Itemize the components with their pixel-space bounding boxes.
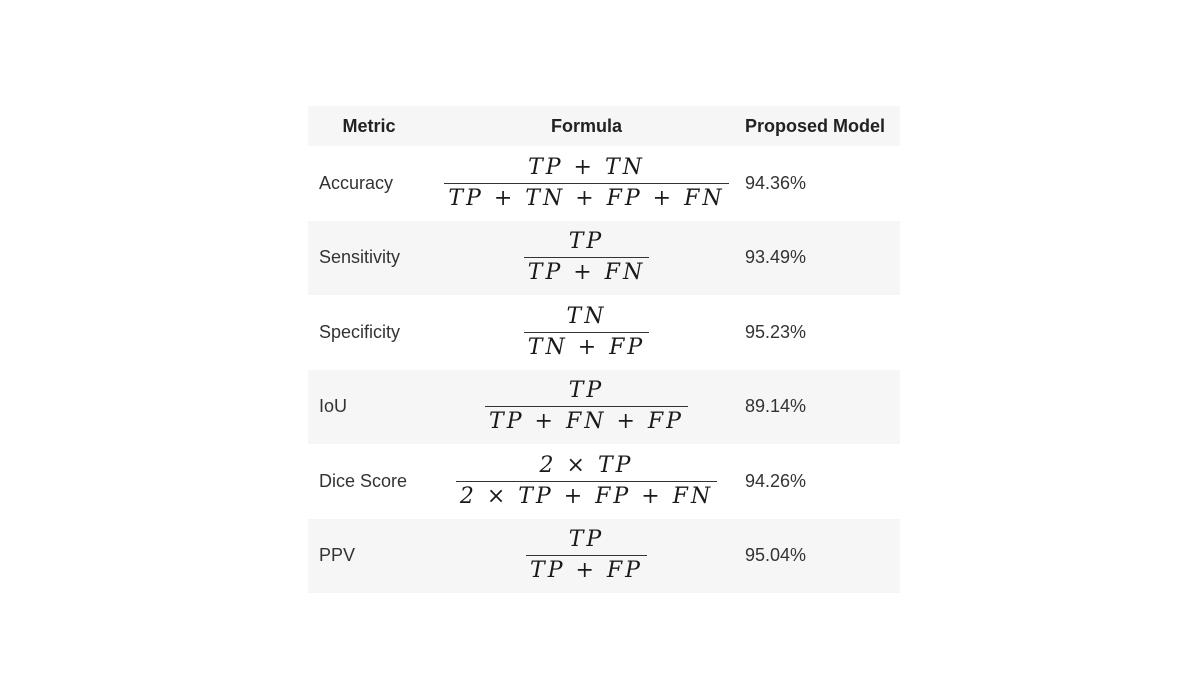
metric-value: 94.26% xyxy=(745,470,807,491)
fraction-bar xyxy=(485,406,688,408)
formula-fraction: TN TN + FP xyxy=(523,303,650,360)
metric-value: 89.14% xyxy=(745,396,807,417)
metric-value: 94.36% xyxy=(745,172,807,193)
fraction-bar xyxy=(523,257,650,259)
formula-denominator: TP + TN + FP + FN xyxy=(448,185,725,211)
metric-name: Specificity xyxy=(319,321,401,342)
metric-value: 95.23% xyxy=(745,321,807,342)
formula-fraction: TP + TN TP + TN + FP + FN xyxy=(444,154,729,211)
metric-value: 95.04% xyxy=(745,545,807,566)
formula-cell: TN TN + FP xyxy=(430,295,743,370)
fraction-bar xyxy=(523,331,650,333)
formula-denominator: TN + FP xyxy=(527,334,646,360)
formula-cell: 2 × TP 2 × TP + FP + FN xyxy=(430,444,743,519)
formula-fraction: 2 × TP 2 × TP + FP + FN xyxy=(455,452,718,509)
formula-denominator: TP + FN + FP xyxy=(489,409,684,435)
formula-cell: TP TP + FN xyxy=(430,221,743,296)
formula-fraction: TP TP + FP xyxy=(526,529,647,582)
formula-denominator: 2 × TP + FP + FN xyxy=(459,483,714,509)
metric-name: Dice Score xyxy=(319,470,408,491)
formula-numerator: TP xyxy=(568,527,605,553)
formula-cell: TP + TN TP + TN + FP + FN xyxy=(430,146,743,221)
table-row: IoU TP TP + FN + FP 89.14% xyxy=(308,369,900,445)
formula-denominator: TP + FP xyxy=(530,558,643,584)
table-row: Dice Score 2 × TP 2 × TP + FP + FN 94.26… xyxy=(308,444,900,519)
metric-name: PPV xyxy=(319,545,356,566)
metric-name: Accuracy xyxy=(319,172,394,193)
header-metric: Metric xyxy=(342,115,396,136)
formula-fraction: TP TP + FN xyxy=(523,229,650,286)
table-row: Sensitivity TP TP + FN 93.49% xyxy=(308,220,900,296)
formula-numerator: 2 × TP xyxy=(539,452,634,478)
table-header: Metric Formula Proposed Model xyxy=(308,106,900,146)
metric-name: Sensitivity xyxy=(319,247,401,268)
fraction-bar xyxy=(455,480,718,482)
table-row: PPV TP TP + FP 95.04% xyxy=(308,518,900,594)
formula-denominator: TP + FN xyxy=(527,260,646,286)
formula-fraction: TP TP + FN + FP xyxy=(485,380,688,433)
header-proposed-model: Proposed Model xyxy=(745,115,886,136)
header-formula: Formula xyxy=(550,115,622,136)
header-row: Metric Formula Proposed Model xyxy=(308,106,900,146)
fraction-bar xyxy=(526,555,647,557)
table-body: Accuracy TP + TN TP + TN + FP + FN 94.36… xyxy=(308,146,900,593)
metrics-table: Metric Formula Proposed Model Accuracy T… xyxy=(308,106,900,593)
metric-value: 93.49% xyxy=(745,247,807,268)
table-row: Accuracy TP + TN TP + TN + FP + FN 94.36… xyxy=(308,146,900,221)
formula-numerator: TP xyxy=(568,378,605,404)
formula-numerator: TP xyxy=(568,229,605,255)
table-row: Specificity TN TN + FP 95.23% xyxy=(308,295,900,370)
formula-cell: TP TP + FN + FP xyxy=(430,370,743,445)
formula-cell: TP TP + FP xyxy=(430,519,743,594)
metric-name: IoU xyxy=(319,396,348,417)
formula-numerator: TN xyxy=(566,303,607,329)
formula-numerator: TP + TN xyxy=(528,154,645,180)
fraction-bar xyxy=(444,182,729,184)
